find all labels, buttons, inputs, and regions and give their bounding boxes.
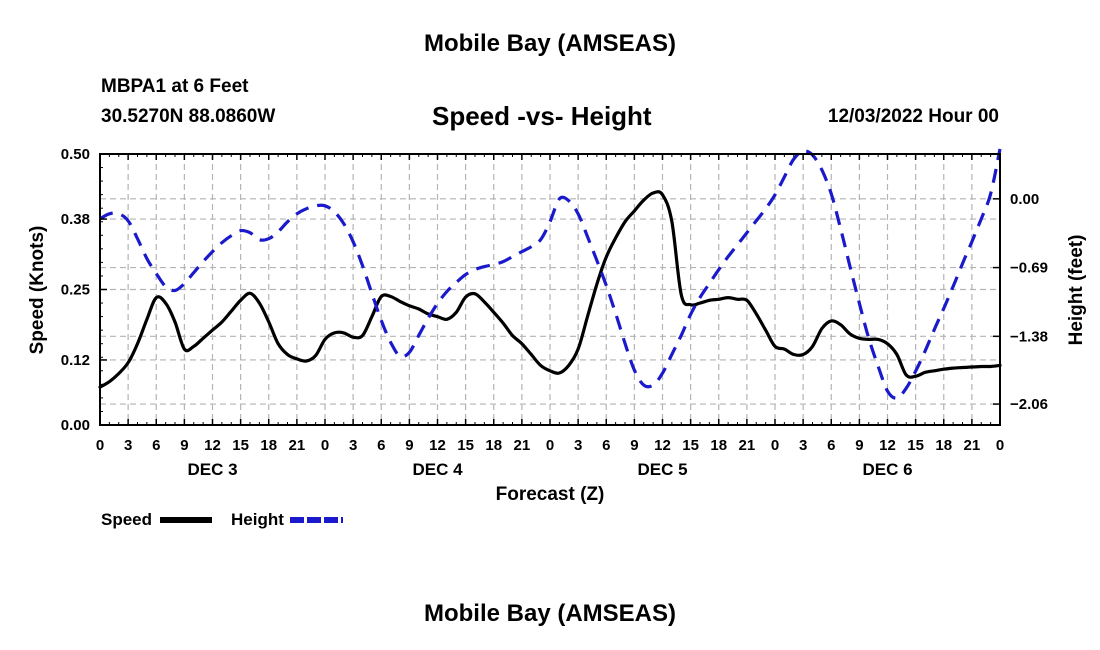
y-tick-label: 0.00 [61,417,90,434]
x-tick-label: 18 [935,437,952,454]
x-axis-label: Forecast (Z) [496,484,605,505]
x-tick-label: 12 [429,437,446,454]
x-tick-label: 12 [879,437,896,454]
legend-label-speed: Speed [101,510,152,529]
x-tick-label: 3 [574,437,582,454]
grid [100,154,1000,425]
day-label: DEC 5 [637,460,687,479]
y2-tick-label: −1.38 [1010,328,1048,345]
x-tick-label: 0 [996,437,1004,454]
day-label: DEC 6 [862,460,912,479]
legend: Speed Height [101,510,343,529]
x-tick-label: 0 [771,437,779,454]
day-label: DEC 4 [412,460,463,479]
y-axis-label: Speed (Knots) [27,226,48,355]
x-tick-label: 12 [204,437,221,454]
x-tick-label: 3 [799,437,807,454]
x-tick-label: 3 [349,437,357,454]
x-tick-label: 0 [321,437,329,454]
day-label: DEC 3 [187,460,237,479]
x-tick-label: 9 [405,437,413,454]
chart-title: Speed -vs- Height [432,101,652,131]
y-tick-label: 0.50 [61,146,90,163]
x-tick-label: 15 [457,437,474,454]
x-tick-label: 15 [682,437,699,454]
x-tick-label: 21 [739,437,756,454]
station-coordinates: 30.5270N 88.0860W [101,106,276,127]
y-tick-label: 0.38 [61,211,90,228]
x-tick-label: 21 [964,437,981,454]
x-tick-label: 18 [710,437,727,454]
series [98,148,1002,400]
x-tick-label: 9 [180,437,188,454]
x-tick-label: 21 [289,437,306,454]
series-line-height [99,148,1002,400]
y2-tick-label: −2.06 [1010,396,1048,413]
x-tick-label: 18 [485,437,502,454]
station-label: MBPA1 at 6 Feet [101,76,249,97]
legend-label-height: Height [231,510,284,529]
bottom-page-title: Mobile Bay (AMSEAS) [423,600,677,627]
x-tick-label: 0 [96,437,104,454]
x-tick-label: 3 [124,437,132,454]
x-tick-label: 6 [377,437,385,454]
x-tick-label: 21 [514,437,531,454]
x-tick-label: 9 [855,437,863,454]
y2-axis-label: Height (feet) [1066,235,1087,346]
x-tick-label: 6 [827,437,835,454]
y-tick-label: 0.12 [61,352,90,369]
y-tick-label: 0.25 [61,282,90,299]
x-tick-label: 15 [907,437,924,454]
forecast-run-time: 12/03/2022 Hour 00 [827,106,999,127]
y2-tick-label: 0.00 [1010,191,1039,208]
x-tick-label: 0 [546,437,554,454]
page-title: Mobile Bay (AMSEAS) [423,30,677,57]
x-tick-label: 12 [654,437,671,454]
x-tick-label: 15 [232,437,249,454]
axes: 0 3 6 9 12 15 18 21 0 3 6 9 12 15 18 21 0 3 6 9 12 15 18 21 0 3 6 9… [61,146,1048,479]
x-tick-label: 9 [630,437,638,454]
x-tick-label: 18 [260,437,277,454]
y2-tick-label: −0.69 [1010,260,1048,277]
x-tick-label: 6 [602,437,610,454]
x-tick-label: 6 [152,437,160,454]
series-line-speed [98,190,1002,389]
